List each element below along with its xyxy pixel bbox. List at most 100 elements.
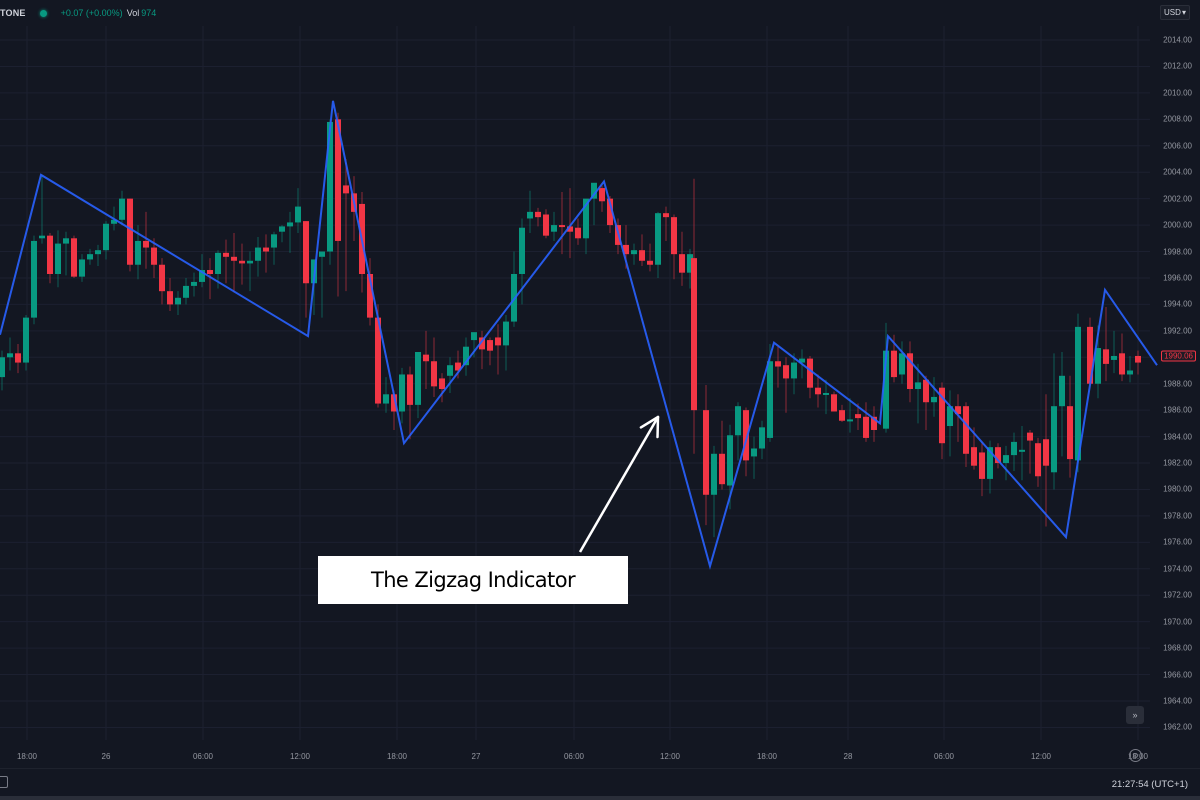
symbol-name[interactable]: TONE xyxy=(0,8,26,18)
candle xyxy=(1035,443,1041,477)
candle xyxy=(167,291,173,305)
candle xyxy=(631,250,637,255)
candle xyxy=(923,379,929,403)
candle xyxy=(883,350,889,429)
volume-label: Vol xyxy=(126,8,140,18)
candle xyxy=(691,258,697,411)
candle xyxy=(0,357,5,378)
currency-selector[interactable]: USD ▾ xyxy=(1160,5,1190,20)
candle xyxy=(295,206,301,223)
candle xyxy=(383,394,389,404)
candle xyxy=(519,227,525,274)
candle xyxy=(599,188,605,202)
candle xyxy=(143,240,149,248)
candle xyxy=(823,392,829,395)
candle xyxy=(535,211,541,218)
price-tick-label: 1982.00 xyxy=(1163,458,1192,468)
zigzag-callout: The Zigzag Indicator xyxy=(318,556,628,604)
candle xyxy=(255,247,261,261)
candle xyxy=(391,394,397,412)
candle xyxy=(159,264,165,292)
candle xyxy=(799,358,805,363)
settings-icon[interactable] xyxy=(1129,749,1142,762)
candle xyxy=(287,222,293,227)
candle xyxy=(891,350,897,378)
time-tick-label: 27 xyxy=(471,752,481,761)
candle xyxy=(551,225,557,232)
price-tick-label: 1966.00 xyxy=(1163,670,1192,680)
volume-value: 974 xyxy=(141,8,157,18)
candle xyxy=(175,297,181,305)
candle xyxy=(503,321,509,346)
candle xyxy=(575,227,581,239)
price-tick-label: 1986.00 xyxy=(1163,405,1192,415)
candle xyxy=(939,387,945,444)
price-tick-label: 1988.00 xyxy=(1163,379,1192,389)
price-tick-label: 2002.00 xyxy=(1163,194,1192,204)
candle xyxy=(407,374,413,405)
candle xyxy=(1135,355,1141,363)
candle xyxy=(711,453,717,495)
symbol-header: TONE +0.07 (+0.00%) Vol 974 xyxy=(0,0,1150,26)
price-tick-label: 1964.00 xyxy=(1163,696,1192,706)
clock[interactable]: 21:27:54 (UTC+1) xyxy=(1111,779,1188,790)
candle xyxy=(855,414,861,419)
price-tick-label: 2012.00 xyxy=(1163,61,1192,71)
candle xyxy=(207,270,213,274)
price-tick-label: 2010.00 xyxy=(1163,88,1192,98)
arrow-icon xyxy=(578,416,660,553)
price-tick-label: 1974.00 xyxy=(1163,564,1192,574)
candle xyxy=(639,250,645,261)
price-tick-label: 1996.00 xyxy=(1163,273,1192,283)
candle xyxy=(199,270,205,282)
candle xyxy=(191,281,197,286)
go-to-realtime-button[interactable]: » xyxy=(1126,706,1144,724)
candle xyxy=(111,219,117,224)
candle xyxy=(863,416,869,438)
candle xyxy=(463,346,469,366)
time-tick-label: 28 xyxy=(843,752,853,761)
candle xyxy=(543,214,549,236)
candle xyxy=(847,419,853,422)
time-tick-label: 06:00 xyxy=(192,752,214,761)
zigzag-line xyxy=(0,100,1158,570)
candle xyxy=(1127,370,1133,375)
time-tick-label: 18:00 xyxy=(386,752,408,761)
calendar-icon[interactable] xyxy=(0,776,8,788)
price-tick-label: 1984.00 xyxy=(1163,432,1192,442)
candle xyxy=(87,254,93,260)
price-tick-label: 2004.00 xyxy=(1163,167,1192,177)
candle xyxy=(327,121,333,252)
candle xyxy=(343,185,349,194)
candle xyxy=(1075,326,1081,461)
candle xyxy=(767,361,773,438)
bottom-edge xyxy=(0,796,1200,800)
candle xyxy=(1119,353,1125,375)
candle xyxy=(375,317,381,404)
candle xyxy=(727,435,733,486)
current-price-label: 1990.06 xyxy=(1161,350,1196,362)
candle xyxy=(415,351,421,405)
candle xyxy=(647,260,653,265)
candle xyxy=(735,406,741,436)
time-tick-label: 06:00 xyxy=(933,752,955,761)
candle xyxy=(979,452,985,479)
candle xyxy=(279,226,285,232)
candle xyxy=(623,244,629,255)
candle xyxy=(663,213,669,218)
price-tick-label: 1968.00 xyxy=(1163,643,1192,653)
candle xyxy=(7,353,13,358)
candle xyxy=(931,396,937,403)
candle xyxy=(1059,375,1065,407)
candle xyxy=(995,447,1001,464)
candle xyxy=(655,213,661,265)
candle xyxy=(223,252,229,257)
candle xyxy=(963,406,969,454)
candle xyxy=(1067,406,1073,460)
candle xyxy=(31,240,37,318)
time-tick-label: 12:00 xyxy=(1030,752,1052,761)
candle xyxy=(815,387,821,395)
price-tick-label: 1976.00 xyxy=(1163,537,1192,547)
candle xyxy=(479,337,485,350)
